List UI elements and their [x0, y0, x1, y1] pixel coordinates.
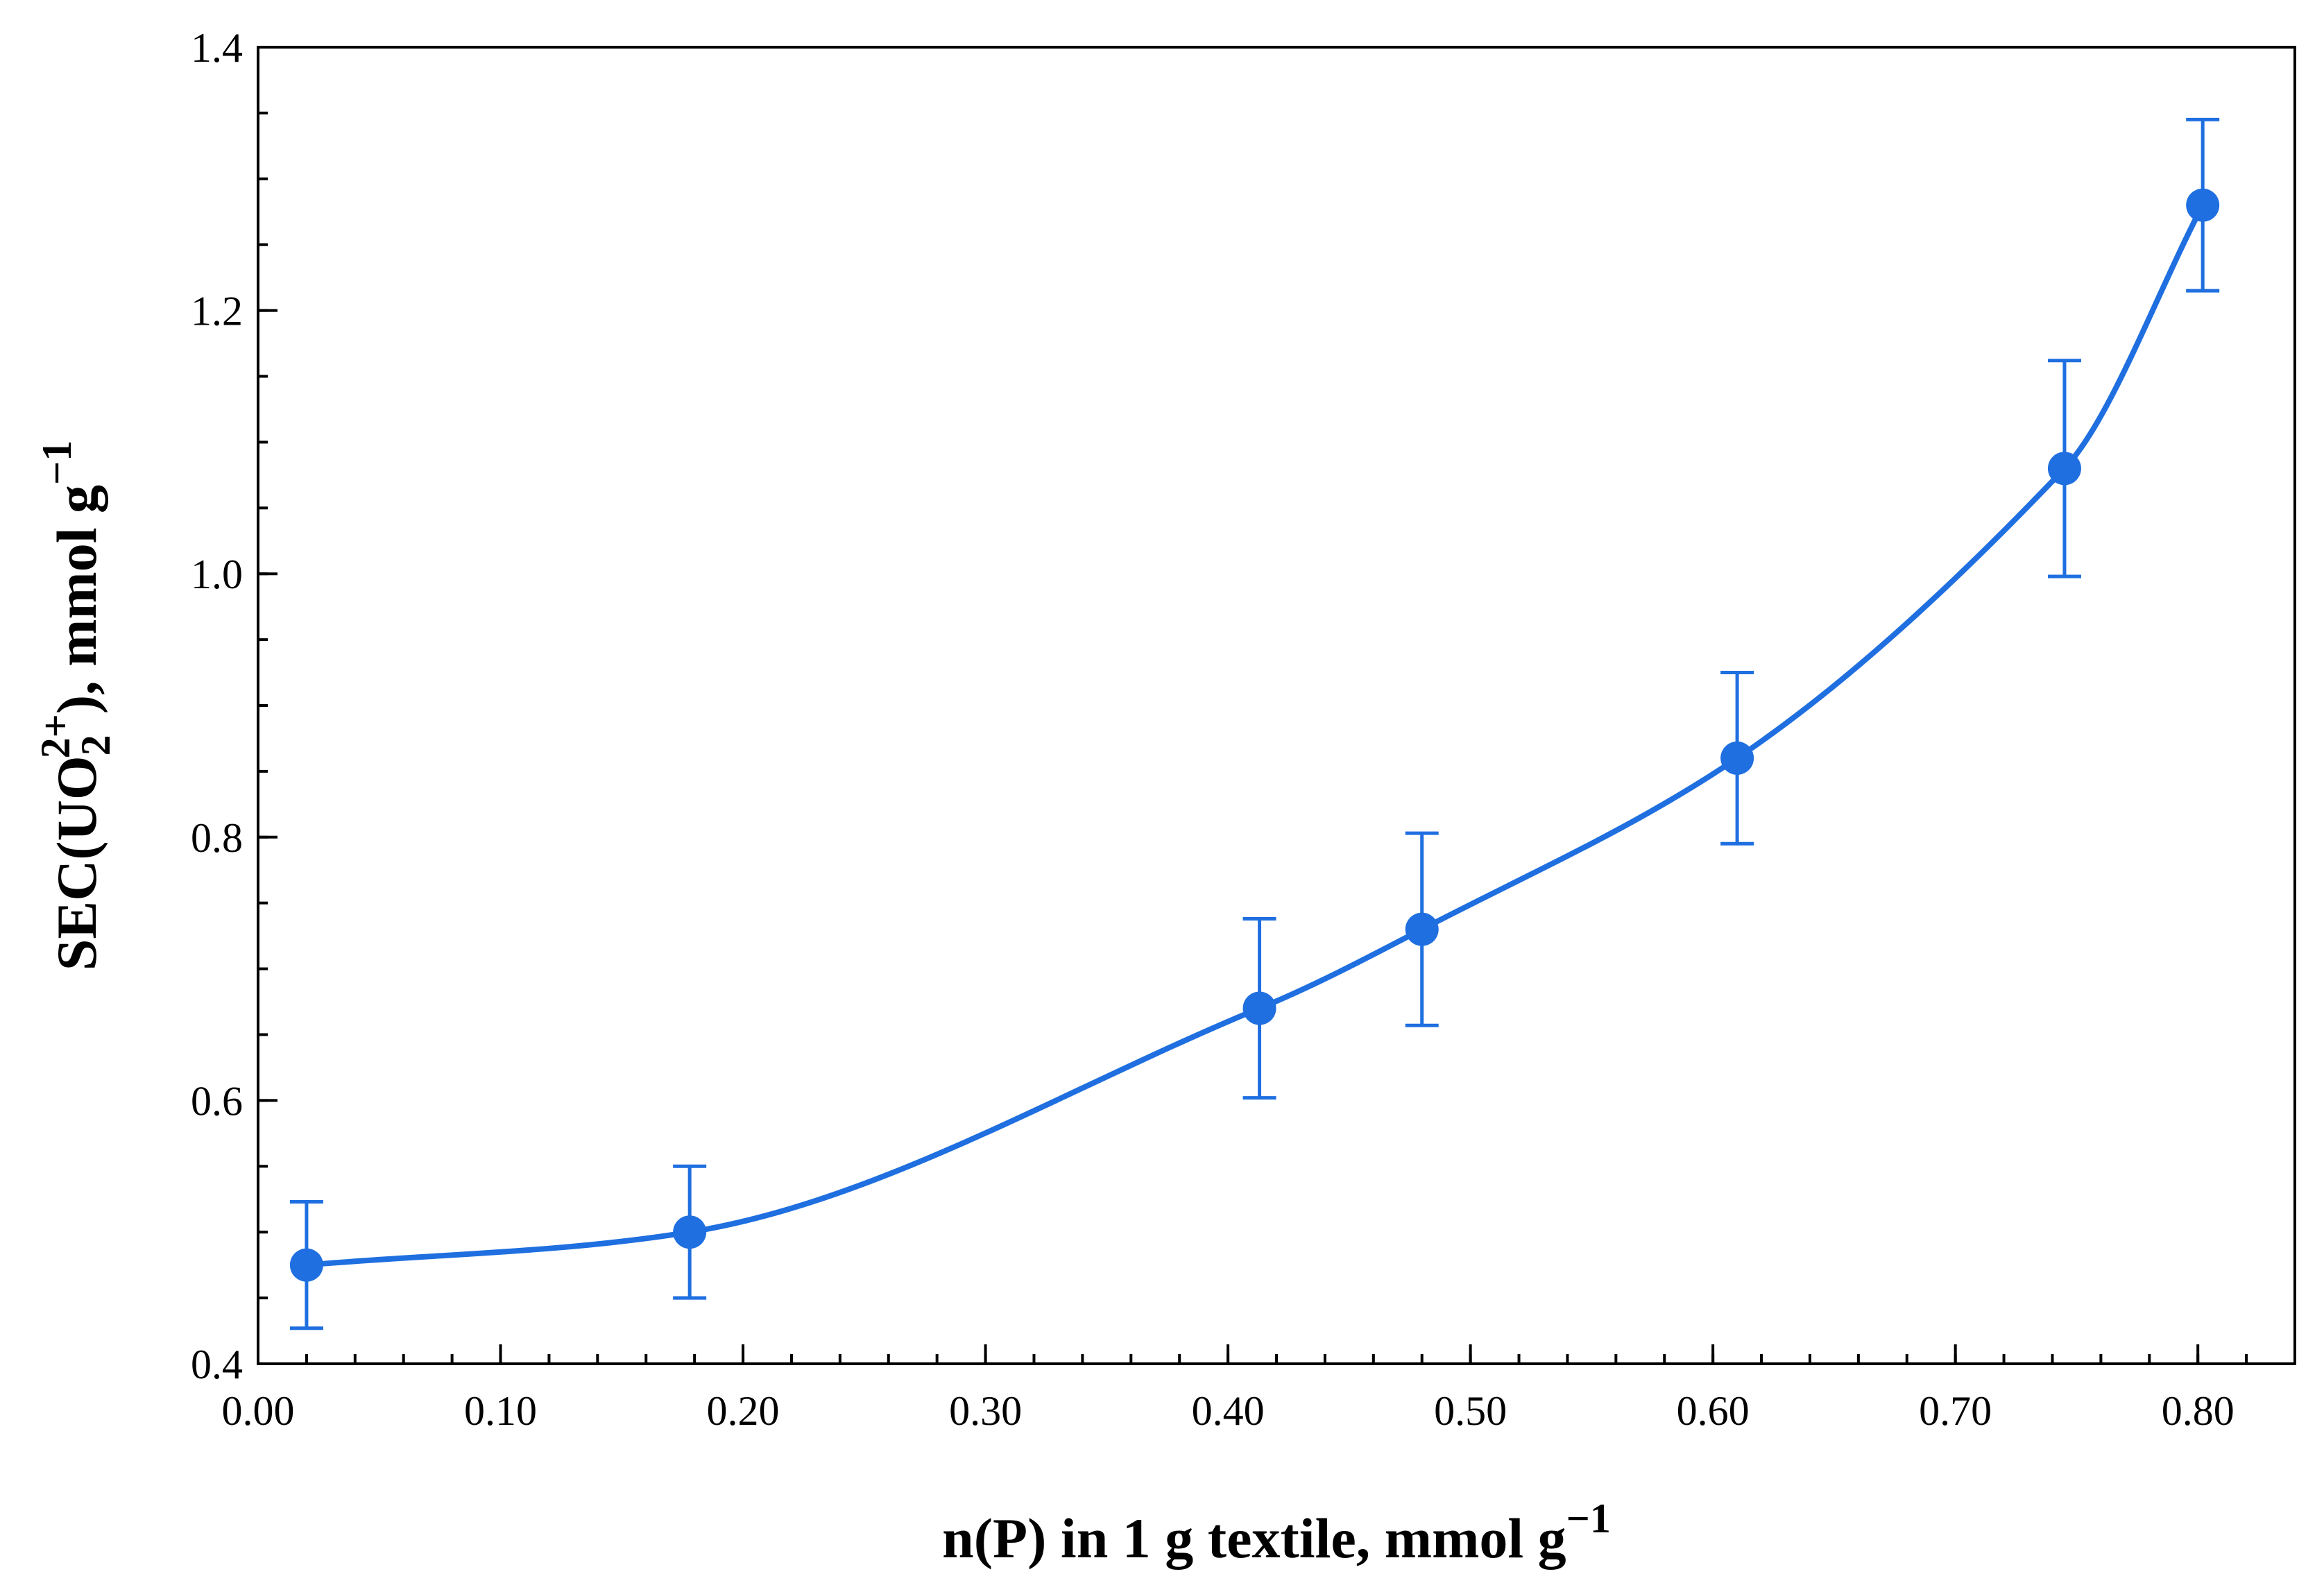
plot-frame — [257, 46, 2296, 1365]
data-point — [1242, 991, 1276, 1025]
x-tick-label: 0.40 — [1192, 1388, 1265, 1434]
tick-labels: 0.00 0.10 0.20 0.30 0.40 0.50 0.60 0.70 0.80 0.4 0… — [191, 25, 2235, 1434]
y-tick-label: 1.2 — [191, 289, 243, 334]
y-axis-title-sup: −1 — [34, 440, 80, 485]
y-tick-label: 1.0 — [191, 551, 243, 597]
y-axis-title-post: ), mmol g — [45, 485, 108, 714]
x-tick-label: 0.70 — [1919, 1388, 1992, 1434]
y-axis-title-ion: 2+ — [33, 714, 78, 758]
data-point — [673, 1215, 707, 1249]
x-tick-label: 0.80 — [2162, 1388, 2235, 1434]
minor-ticks — [257, 46, 2296, 1365]
y-axis-title-pre: SEC(UO — [45, 755, 108, 970]
data-point — [1405, 912, 1439, 946]
y-tick-label: 1.4 — [191, 25, 243, 71]
error-bars — [289, 117, 2220, 1330]
data-markers — [289, 188, 2220, 1282]
x-tick-label: 0.30 — [949, 1388, 1022, 1434]
x-tick-label: 0.10 — [464, 1388, 537, 1434]
y-axis-title-sub: 2 — [73, 735, 119, 755]
x-axis-title-main: n(P) in 1 g textile, mmol g — [942, 1507, 1566, 1570]
y-tick-label: 0.6 — [191, 1078, 243, 1124]
major-ticks — [257, 46, 2200, 1365]
x-tick-label: 0.50 — [1434, 1388, 1507, 1434]
x-tick-label: 0.20 — [707, 1388, 780, 1434]
x-axis-title-sup: −1 — [1566, 1496, 1611, 1541]
x-tick-label: 0.60 — [1677, 1388, 1750, 1434]
x-axis-title: n(P) in 1 g textile, mmol g−1 — [942, 1496, 1611, 1570]
data-point — [2186, 188, 2220, 222]
y-tick-label: 0.4 — [191, 1342, 243, 1387]
data-point — [1720, 741, 1754, 775]
y-axis-title: SEC(UO22+), mmol g−1 — [33, 440, 119, 970]
data-point — [289, 1248, 323, 1282]
data-point — [2047, 452, 2081, 486]
x-tick-label: 0.00 — [222, 1388, 295, 1434]
fit-line — [303, 202, 2206, 1268]
y-tick-label: 0.8 — [191, 815, 243, 861]
